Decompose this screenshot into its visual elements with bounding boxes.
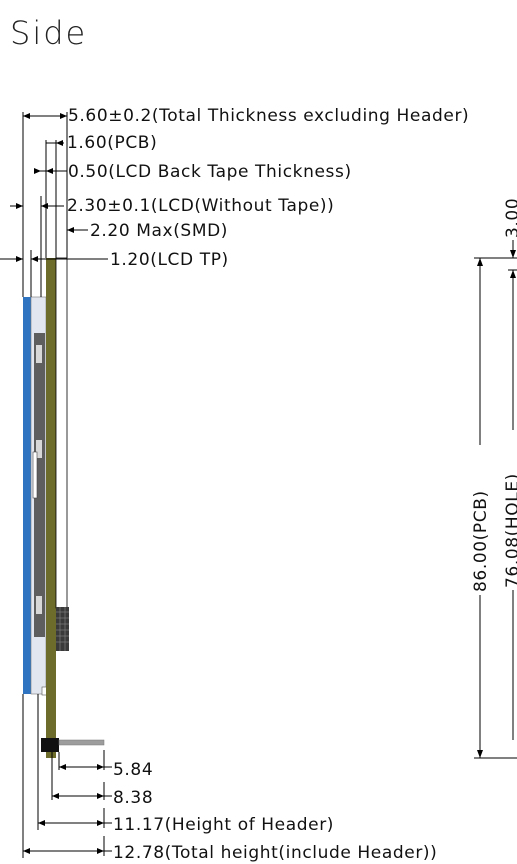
component-pad xyxy=(36,596,42,614)
component-pad xyxy=(36,345,42,363)
dim-header-height: 11.17(Height of Header) xyxy=(113,815,334,835)
connector xyxy=(56,607,69,651)
dim-pcb-length: 86.00(PCB) xyxy=(471,490,491,592)
smd-components xyxy=(34,333,45,637)
dim-top-offset: 3.00 xyxy=(503,198,517,238)
component-pad xyxy=(32,451,38,499)
view-title: Side xyxy=(10,14,87,52)
module-body xyxy=(23,257,105,758)
dim-smd: 2.20 Max(SMD) xyxy=(90,221,228,241)
dim-total-thickness: 5.60±0.2(Total Thickness excluding Heade… xyxy=(68,106,469,126)
header-pin xyxy=(58,739,105,746)
dim-5-84: 5.84 xyxy=(113,760,153,780)
dim-total-height: 12.78(Total height(include Header)) xyxy=(113,843,437,863)
dim-pcb: 1.60(PCB) xyxy=(67,133,157,153)
length-dimensions: 86.00(PCB) 76.08(HOLE) 3.00 xyxy=(470,198,517,759)
lcd-touch-panel xyxy=(23,297,31,694)
connector-hatch xyxy=(56,607,69,651)
dim-hole-spacing: 76.08(HOLE) xyxy=(503,473,517,588)
height-dimensions: 5.84 8.38 11.17(Height of Header) 12.78(… xyxy=(22,694,437,863)
component-pad xyxy=(36,440,42,458)
pcb xyxy=(46,258,56,758)
dim-lcd-without-tape: 2.30±0.1(LCD(Without Tape)) xyxy=(67,196,334,216)
pin-header xyxy=(41,738,59,752)
dim-back-tape: 0.50(LCD Back Tape Thickness) xyxy=(68,162,352,182)
thickness-dimensions: 5.60±0.2(Total Thickness excluding Heade… xyxy=(0,106,469,297)
dim-8-38: 8.38 xyxy=(113,788,153,808)
pcb-outline xyxy=(55,257,68,609)
dim-lcd-tp: 1.20(LCD TP) xyxy=(110,250,229,270)
